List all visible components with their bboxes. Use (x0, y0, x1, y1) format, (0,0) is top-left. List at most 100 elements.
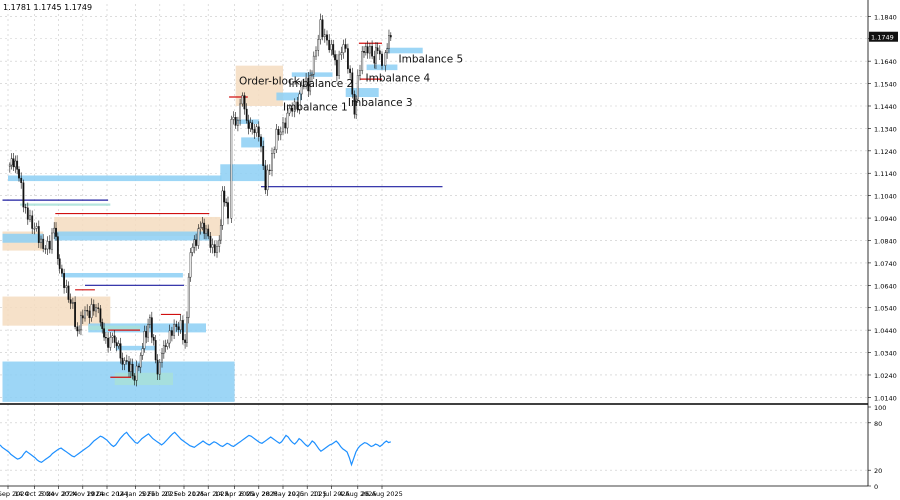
zone-blue (54, 231, 210, 241)
candle-body (288, 108, 291, 114)
candle-body (218, 239, 221, 247)
candle-body (71, 302, 74, 304)
zone-blue (88, 323, 206, 333)
candle-body (175, 324, 178, 327)
x-tick-label: 5 Nov 2024 (40, 490, 78, 498)
candle-body (330, 44, 333, 51)
x-tick-label: 21 Mar 2025 (188, 490, 229, 498)
candle-body (104, 337, 107, 339)
candle-body (24, 206, 27, 209)
candle-body (375, 47, 377, 64)
candle-body (166, 342, 169, 347)
x-tick-label: 27 Nov 2024 (62, 490, 104, 498)
candle-body (162, 345, 165, 354)
candle-body (207, 228, 210, 237)
candle-body (86, 310, 89, 312)
candle-body (26, 207, 29, 220)
candle-body (309, 75, 312, 92)
candle-body (216, 246, 218, 253)
levels-layer (2, 42, 443, 378)
candle-body (99, 308, 102, 323)
candle-body (356, 75, 359, 100)
candle-body (191, 247, 194, 253)
x-tick-label: 11 Jul 2025 (313, 490, 350, 498)
candle-body (251, 122, 254, 130)
candle-body (264, 165, 267, 191)
candle-body (364, 46, 367, 53)
candle-body (97, 307, 100, 309)
candle-body (95, 307, 97, 312)
candle-body (378, 50, 381, 55)
candle-body (20, 177, 23, 183)
candle-body (293, 101, 296, 112)
candle-body (315, 50, 317, 57)
y-tick-label: 1.1840 (874, 13, 897, 21)
current-price-box (869, 31, 898, 42)
candle-body (355, 98, 358, 115)
candle-body (16, 160, 19, 170)
candle-body (328, 39, 331, 51)
candle-body (311, 74, 313, 76)
candle-body (359, 70, 361, 76)
candle-body (279, 131, 282, 136)
candle-body (10, 158, 13, 166)
oscillator-line (0, 431, 392, 467)
candle-body (31, 215, 34, 229)
y-tick-label: 1.1240 (874, 148, 897, 156)
candle-body (225, 201, 228, 204)
candle-body (388, 35, 390, 49)
zone-blue (386, 47, 423, 54)
candle-body (223, 190, 226, 203)
oscillator-layer: 100 80 20 0 (0, 404, 886, 491)
zone-blue (220, 164, 266, 182)
candle-body (128, 361, 130, 372)
zone-blue (8, 175, 222, 182)
candle-body (221, 190, 224, 226)
candle-body (61, 268, 63, 274)
candle-body (113, 335, 116, 343)
zone-blue (115, 345, 157, 351)
candle-body (262, 146, 265, 166)
candle-body (161, 353, 163, 363)
candle-body (371, 45, 373, 57)
candle-body (137, 365, 140, 368)
candle-body (141, 348, 144, 356)
candle-body (111, 335, 114, 338)
x-tick-label: 19 Dec 2024 (86, 490, 128, 498)
candle-body (177, 326, 180, 331)
y-tick-label: 1.0540 (874, 305, 897, 313)
candle-body (129, 363, 132, 372)
candle-body (147, 324, 149, 338)
osc-tick-label: 20 (874, 467, 882, 475)
candle-body (189, 252, 192, 278)
zone-peach (54, 216, 221, 237)
candle-body (277, 129, 280, 136)
candle-body (29, 215, 31, 220)
candle-body (152, 337, 155, 341)
candle-body (156, 359, 159, 375)
candle-body (305, 77, 307, 85)
candle-body (349, 68, 351, 73)
candle-body (46, 240, 49, 250)
candle-body (55, 227, 57, 237)
candle-body (230, 119, 233, 219)
y-tick-label: 1.0140 (874, 394, 897, 402)
candle-body (268, 169, 271, 171)
candle-body (273, 149, 276, 154)
candle-body (312, 55, 315, 75)
candle-body (173, 324, 175, 336)
candle-body (53, 227, 56, 234)
y-tick-label: 1.0740 (874, 260, 897, 268)
x-tick-label: 14 Jan 2025 (116, 490, 155, 498)
y-tick-label: 1.1040 (874, 193, 897, 201)
zone-blue (61, 272, 183, 278)
candle-body (317, 39, 320, 51)
annotation-label: Imbalance 1 (283, 101, 348, 113)
candle-body (381, 53, 383, 66)
candle-body (69, 299, 72, 304)
candle-body (241, 95, 244, 105)
candle-body (76, 326, 79, 332)
zone-teal (20, 203, 111, 206)
candle-body (150, 317, 153, 338)
